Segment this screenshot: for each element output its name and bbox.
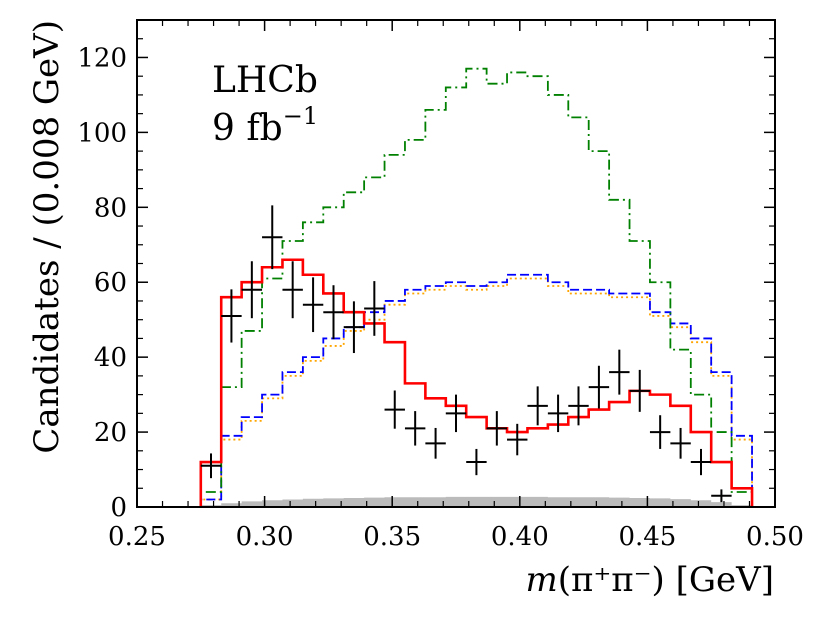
data-point	[547, 394, 569, 433]
y-tick-label: 20	[94, 418, 127, 448]
x-axis-title-italic: m	[525, 560, 557, 600]
ticks-layer: 0.25 0.30 0.35 0.40 0.45 0.50 0 20 40 60 80 100 120	[77, 20, 804, 552]
data-point	[711, 489, 732, 503]
y-tick-label: 0	[110, 493, 127, 523]
x-axis-title: m(π⁺π⁻) [GeV]	[525, 560, 774, 600]
data-point	[384, 390, 405, 429]
x-tick-label: 0.40	[491, 522, 549, 552]
data-point	[241, 261, 263, 319]
data-point	[629, 369, 650, 412]
data-point	[507, 423, 528, 456]
x-tick-label: 0.25	[108, 522, 166, 552]
data-point	[486, 411, 508, 446]
annotation-luminosity-value: 9 fb	[212, 108, 283, 149]
y-tick-label: 120	[77, 43, 127, 73]
data-point	[343, 301, 365, 354]
data-point	[200, 453, 222, 479]
data-point	[609, 349, 630, 395]
series-layer	[199, 67, 754, 507]
data-point	[445, 394, 467, 433]
data-point	[568, 386, 589, 426]
data-point	[649, 415, 671, 449]
data-point	[282, 261, 303, 319]
data-point	[302, 277, 324, 333]
series-fit	[199, 258, 754, 507]
x-tick-label: 0.45	[618, 522, 676, 552]
data-point	[588, 365, 610, 409]
data-point	[221, 289, 242, 343]
x-tick-label: 0.50	[746, 522, 804, 552]
y-tick-label: 40	[94, 343, 127, 373]
series-component-dashed	[199, 273, 753, 507]
data-point	[404, 411, 426, 446]
annotation-luminosity-exponent: −1	[283, 102, 318, 130]
data-point	[323, 285, 344, 340]
data-point	[364, 281, 385, 336]
x-axis-title-text: (π⁺π⁻) [GeV]	[558, 560, 774, 600]
data-point	[466, 448, 487, 476]
x-tick-label: 0.35	[363, 522, 421, 552]
y-tick-label: 80	[94, 193, 127, 223]
series-component-dashdot	[199, 67, 753, 507]
y-tick-label: 100	[77, 118, 127, 148]
data-point	[670, 427, 691, 459]
y-tick-label: 60	[94, 268, 127, 298]
series-background-filled	[200, 496, 753, 507]
annotation-lhcb: LHCb	[212, 60, 318, 101]
data-point	[690, 448, 712, 476]
y-axis-title: Candidates / (0.008 GeV)	[27, 20, 67, 454]
data-point	[527, 386, 548, 426]
x-tick-label: 0.30	[236, 522, 294, 552]
data-point	[262, 205, 283, 270]
annotation-luminosity: 9 fb−1	[212, 102, 318, 149]
data-point	[425, 427, 446, 459]
